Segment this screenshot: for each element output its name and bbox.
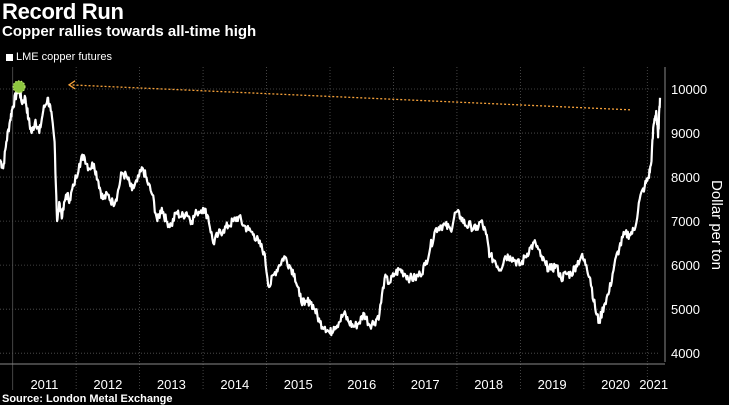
- x-axis: 2011 2012 2013 2014 2015 2016 2017 2018 2019 2020…: [0, 363, 668, 392]
- y-tick-label: 8000: [671, 170, 700, 185]
- x-tick-label: 2021: [639, 377, 668, 392]
- y-tick-label: 4000: [671, 346, 700, 361]
- x-tick-label: 2017: [411, 377, 440, 392]
- x-tick-label: 2018: [474, 377, 503, 392]
- x-tick-label: 2014: [220, 377, 249, 392]
- chart-title: Record Run: [2, 0, 124, 24]
- x-tick-label: 2013: [157, 377, 186, 392]
- legend: LME copper futures: [6, 51, 112, 63]
- x-tick-label: 2019: [538, 377, 567, 392]
- annotation-arrow: [69, 84, 631, 111]
- y-tick-label: 6000: [671, 258, 700, 273]
- y-axis: 4000 5000 6000 7000 8000 9000 10000: [664, 67, 707, 362]
- annotation-arrow-head: [67, 80, 76, 90]
- y-tick-label: 5000: [671, 302, 700, 317]
- x-tick-label: 2015: [284, 377, 313, 392]
- year-dividers: [12, 67, 648, 390]
- y-tick-label: 10000: [671, 82, 707, 97]
- legend-label: LME copper futures: [16, 51, 112, 63]
- series-line-lme-copper-futures: [0, 85, 662, 337]
- x-tick-label: 2020: [601, 377, 630, 392]
- y-tick-label: 7000: [671, 214, 700, 229]
- record-high-marker: [12, 80, 26, 94]
- y-axis-label: Dollar per ton: [708, 180, 725, 270]
- x-tick-label: 2016: [347, 377, 376, 392]
- chart-subtitle: Copper rallies towards all-time high: [2, 23, 257, 40]
- x-tick-label: 2011: [30, 377, 58, 392]
- legend-swatch: [6, 53, 13, 61]
- y-tick-label: 9000: [671, 126, 700, 141]
- x-tick-label: 2012: [93, 377, 122, 392]
- source-note: Source: London Metal Exchange: [2, 393, 173, 405]
